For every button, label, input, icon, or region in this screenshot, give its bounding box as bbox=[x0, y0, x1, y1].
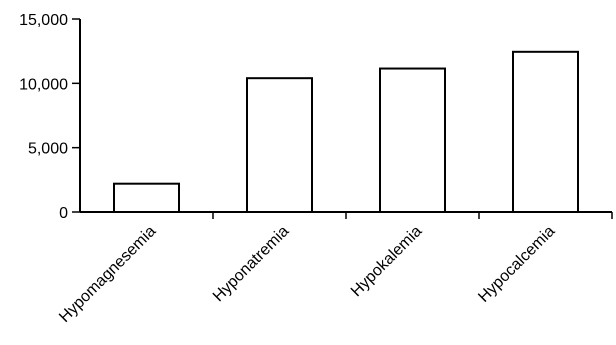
bar-hypocalcemia bbox=[512, 50, 579, 214]
bar-hyponatremia bbox=[246, 77, 313, 214]
x-tick-label: Hypomagnesemia bbox=[56, 223, 159, 326]
x-tick-label: Hypokalemia bbox=[348, 223, 425, 300]
x-tick-label: Hypocalcemia bbox=[475, 223, 558, 306]
y-tick-label: 5,000 bbox=[28, 141, 68, 158]
bar-hypokalemia bbox=[379, 67, 446, 213]
bars bbox=[113, 50, 579, 214]
y-tick-label: 10,000 bbox=[19, 76, 68, 93]
bar-hypomagnesemia bbox=[113, 182, 180, 213]
y-axis: 0 5,000 10,000 15,000 bbox=[19, 12, 81, 222]
y-tick-label: 15,000 bbox=[19, 12, 68, 29]
x-axis: Hypomagnesemia Hyponatremia Hypokalemia Hyp… bbox=[56, 211, 613, 326]
y-tick-label: 0 bbox=[59, 205, 68, 222]
x-tick-label: Hyponatremia bbox=[210, 223, 293, 306]
